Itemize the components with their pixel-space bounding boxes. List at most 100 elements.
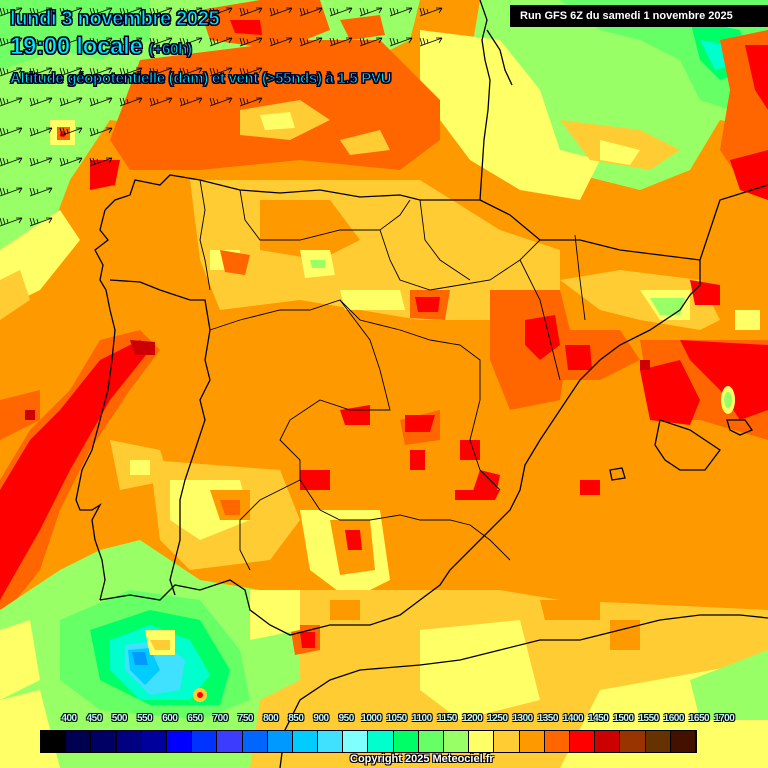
wind-barb-icon [119,97,143,107]
colorbar-swatch [41,731,67,752]
wind-barb-icon [0,37,23,47]
wind-barb-icon [419,7,443,17]
colorbar-label: 1100 [411,713,432,724]
colorbar-swatch [116,731,142,752]
colorbar-label: 650 [187,713,203,724]
colorbar-label: 850 [288,713,304,724]
colorbar-label: 1500 [613,713,634,724]
colorbar-label: 1000 [361,713,382,724]
colorbar-swatch [292,731,319,752]
wind-barb-icon [179,37,203,47]
colorbar-label: 750 [237,713,254,724]
wind-barb-icon [149,67,173,77]
colorbar-swatch [519,731,545,752]
wind-barb-icon [389,37,413,47]
colorbar-label: 950 [338,713,355,724]
wind-barb-icon [179,97,203,107]
colorbar-swatch [141,731,167,752]
wind-barb-icon [179,67,203,77]
colorbar-swatch [318,731,344,752]
regional-borders [199,179,586,571]
colorbar-label: 900 [313,713,329,724]
wind-barb-icon [29,97,53,107]
colorbar-label: 1650 [688,713,710,724]
colorbar-label: 1250 [487,713,508,724]
colorbar-label: 1450 [588,713,609,724]
forecast-date: lundi 3 novembre 2025 [9,8,220,31]
wind-barb-icon [0,217,23,227]
wind-barb-icon [269,7,293,17]
wind-barb-icon [89,67,113,77]
wind-barb-icon [59,157,83,167]
wind-barb-icon [89,127,113,137]
colorbar-swatch [469,731,495,752]
wind-barb-icon [59,97,83,107]
colorbar-label: 1150 [437,713,457,724]
wind-barb-icon [389,7,413,17]
colorbar-label: 1350 [537,713,559,724]
colorbar-swatch [595,731,621,752]
forecast-local-time: 19:00 locale [10,33,144,61]
wind-barb-icon [29,37,53,47]
coastlines [75,0,768,768]
copyright-text: Copyright 2025 Meteociel.fr [350,753,494,765]
wind-barb-icon [89,37,113,47]
wind-barb-icon [29,187,53,197]
wind-barb-icon [149,37,173,47]
colorbar-swatch [393,731,419,752]
colorbar-label: 800 [263,713,279,724]
forecast-lead-time: (+60h) [148,41,192,59]
forecast-time: 19:00 locale (+60h) [10,33,193,61]
wind-barb-icon [239,97,263,107]
colorbar-swatch [544,731,570,752]
wind-barb-icon [0,67,23,77]
wind-barb-icon [29,127,53,137]
wind-barb-icon [89,157,113,167]
wind-barb-icon [29,217,53,227]
wind-barb-icon [0,7,23,17]
wind-barb-icon [29,67,53,77]
colorbar-swatch [166,731,193,752]
wind-barb-icon [59,7,83,17]
colorbar-label: 450 [86,713,103,724]
colorbar-swatch [620,731,646,752]
wind-barb-icon [329,37,353,47]
colorbar-swatch [343,731,369,752]
wind-barb-icon [239,67,263,77]
wind-barb-icon [209,97,233,107]
wind-barb-icon [299,37,323,47]
colorbar-swatch [418,731,444,752]
colorbar-swatch [670,731,696,752]
wind-barb-icon [119,37,143,47]
colorbar-label: 1300 [512,713,533,724]
wind-barb-icon [239,37,263,47]
wind-barb-icon [0,157,23,167]
wind-barb-icon [149,7,173,17]
wind-barb-icon [269,37,293,47]
colorbar-label: 550 [137,713,153,724]
colorbar-label: 1600 [663,713,685,724]
colorbar-label: 1700 [714,713,735,724]
colorbar-label: 1400 [562,713,584,724]
wind-barb-icon [179,7,203,17]
colorbar-swatch [569,731,596,752]
wind-barb-icon [89,7,113,17]
portugal-red-band [0,330,160,620]
wind-barb-icon [359,37,383,47]
wind-barb-icon [209,37,233,47]
colorbar-swatch [444,731,470,752]
colorbar-swatch [91,731,117,752]
wind-barb-icon [239,7,263,17]
colorbar-swatch [217,731,243,752]
colorbar-swatch [192,731,218,752]
colorbar-swatch [267,731,293,752]
colorbar-label: 700 [212,713,229,724]
colorbar-label: 1050 [386,713,407,724]
wind-barb-icon [89,97,113,107]
colorbar-label: 1550 [638,713,659,724]
wind-barb-icon [59,127,83,137]
colorbar-swatch [66,731,92,752]
wind-barb-icon [0,127,23,137]
wind-barb-icon [0,97,23,107]
wind-barb-icon [59,37,83,47]
